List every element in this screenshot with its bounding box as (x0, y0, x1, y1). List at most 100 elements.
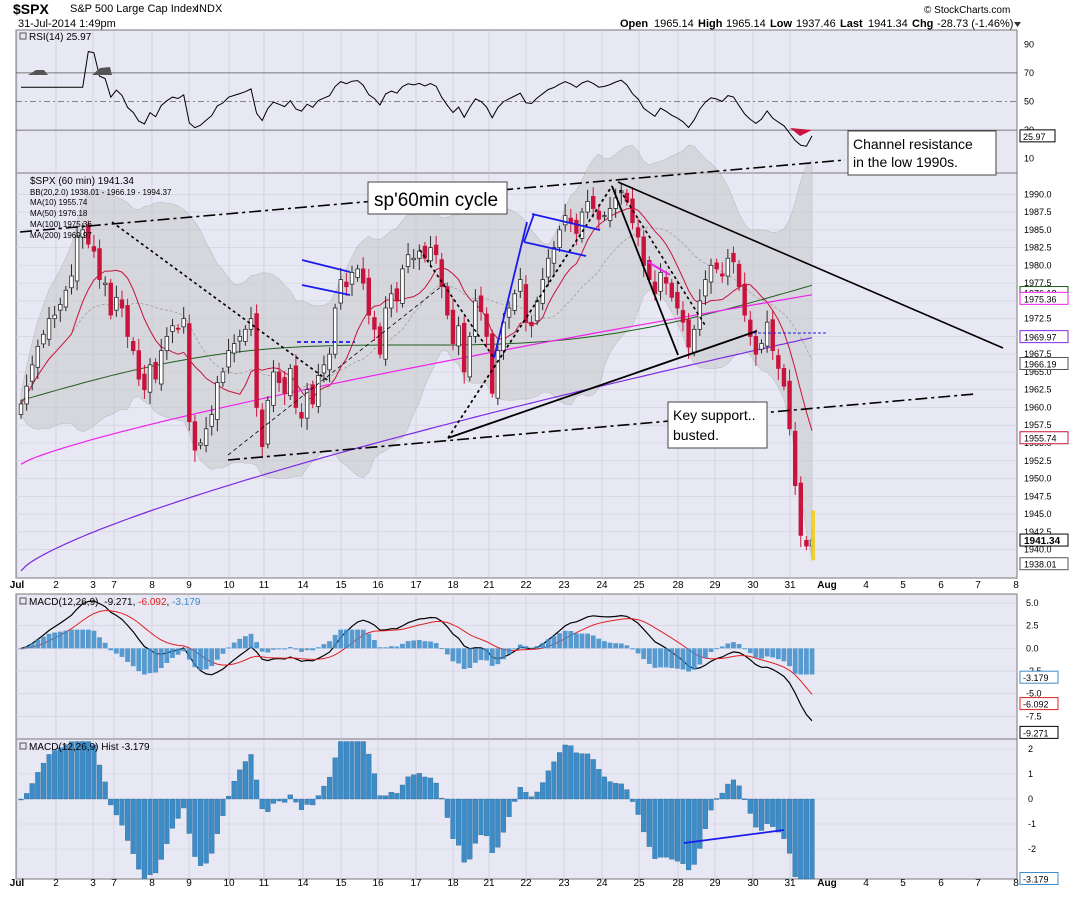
macd-hist-bar (57, 631, 63, 649)
macd-tick-label: -5.0 (1026, 689, 1042, 699)
macd-hist-bar (747, 648, 753, 654)
macd-hist-bar (590, 635, 596, 649)
macd-hist-bar (63, 630, 69, 649)
hist-bar (803, 798, 809, 880)
hist-bar (540, 782, 546, 800)
candle-up (164, 336, 170, 352)
x-tick-label: 8 (1013, 580, 1019, 591)
macd-hist-bar (271, 648, 276, 650)
candle-up (74, 236, 80, 282)
hist-bar (164, 798, 170, 844)
candle-down (748, 319, 753, 337)
x-tick-label: 31 (784, 878, 796, 889)
candle-up (703, 279, 708, 297)
hist-bar (74, 741, 80, 800)
chevron-down-icon[interactable] (1014, 22, 1021, 27)
hist-value-box (1019, 871, 1059, 885)
hist-bar (192, 798, 198, 857)
price-value-label: 1975.36 (1024, 294, 1057, 304)
candle-down (714, 262, 719, 270)
candle-up (147, 364, 153, 393)
candle-up (46, 318, 52, 340)
macd-hist-bar (259, 648, 265, 652)
candle-down (142, 373, 147, 391)
candle-up (456, 325, 461, 347)
x-tick-label: Aug (817, 878, 836, 889)
macd-hist-bar (411, 640, 417, 649)
price-tick-label: 1972.5 (1024, 314, 1052, 324)
macd-hist-bar (265, 648, 271, 653)
candle-up (658, 272, 663, 292)
hist-bar (125, 798, 131, 841)
x-tick-label: 21 (483, 878, 495, 889)
candle-down (439, 259, 444, 288)
macd-hist-bar (276, 648, 282, 650)
macd-hist-bar (315, 647, 321, 649)
hist-bar (657, 798, 664, 858)
price-tick-label: 1985.0 (1024, 225, 1052, 235)
candle-down (310, 384, 315, 405)
candle-up (288, 367, 293, 397)
hist-panel (15, 738, 1018, 880)
x-tick-label: 30 (747, 580, 759, 591)
hist-bar (371, 773, 377, 800)
index-name: S&P 500 Large Cap Index (70, 3, 198, 15)
macd-hist-bar (158, 648, 164, 669)
x-tick-label: 14 (297, 580, 309, 591)
macd-hist-bar (579, 633, 585, 649)
price-legend-5: MA(200) 1969.97 (30, 231, 92, 240)
macd-hist-bar (770, 648, 776, 658)
macd-hist-bar (478, 648, 484, 661)
price-legend-1: BB(20,2.0) 1938.01 - 1966.19 - 1994.37 (30, 188, 172, 197)
macd-tick-label: -7.5 (1026, 711, 1042, 721)
hist-tick-label: 1 (1028, 769, 1033, 779)
hist-bar (686, 798, 692, 871)
macd-hist-bar (607, 642, 613, 649)
flag-pole-1 (493, 221, 528, 359)
candle-down (742, 283, 747, 316)
candle-down (596, 210, 602, 220)
candle-up (24, 385, 29, 405)
candle-down (187, 323, 192, 423)
hist-legend-text: MACD(12,26,9) Hist -3.179 (29, 742, 150, 753)
macd-hist-bar (557, 633, 562, 649)
candle-down (574, 219, 579, 234)
hist-bar (551, 761, 557, 800)
macd-hist-bar (254, 642, 260, 649)
macd-hist-bar (220, 648, 226, 654)
macd-hist-bar (113, 648, 119, 654)
x-tick-label: 7 (975, 878, 981, 889)
candle-up (551, 247, 557, 264)
hist-bar (500, 798, 507, 833)
macd-hist-bar (74, 629, 80, 649)
x-tick-label: 15 (335, 580, 347, 591)
x-tick-label: 17 (410, 580, 422, 591)
candle-up (237, 336, 242, 342)
x-tick-label: 31 (784, 580, 796, 591)
candle-up (546, 257, 551, 278)
candle-down (663, 277, 669, 284)
candle-down (361, 268, 366, 284)
hist-bar (136, 798, 142, 870)
macd-hist-bar (568, 630, 574, 649)
candle-up (332, 307, 338, 355)
price-tick-label: 1947.5 (1024, 491, 1052, 501)
price-legend-3: MA(50) 1976.18 (30, 209, 88, 218)
x-tick-label: 22 (520, 580, 532, 591)
x-tick-label: 2 (53, 580, 59, 591)
rsi-tick-label: 90 (1024, 39, 1034, 49)
price-tick-label: 1960.0 (1024, 402, 1052, 412)
hist-bar (680, 798, 686, 864)
ma200-line (20, 337, 813, 572)
hist-bar (321, 785, 327, 800)
candle-up (198, 442, 203, 446)
hist-bar (585, 753, 591, 800)
macd-hist-bar (360, 629, 366, 649)
cycle-uptrend-dotted (447, 185, 613, 439)
macd-hist-bar (287, 647, 293, 649)
candle-down (781, 367, 787, 387)
last-label: Last (840, 18, 863, 30)
pink-mark (647, 261, 671, 276)
candle-up (725, 257, 731, 277)
macd-hist-bar (641, 648, 647, 660)
